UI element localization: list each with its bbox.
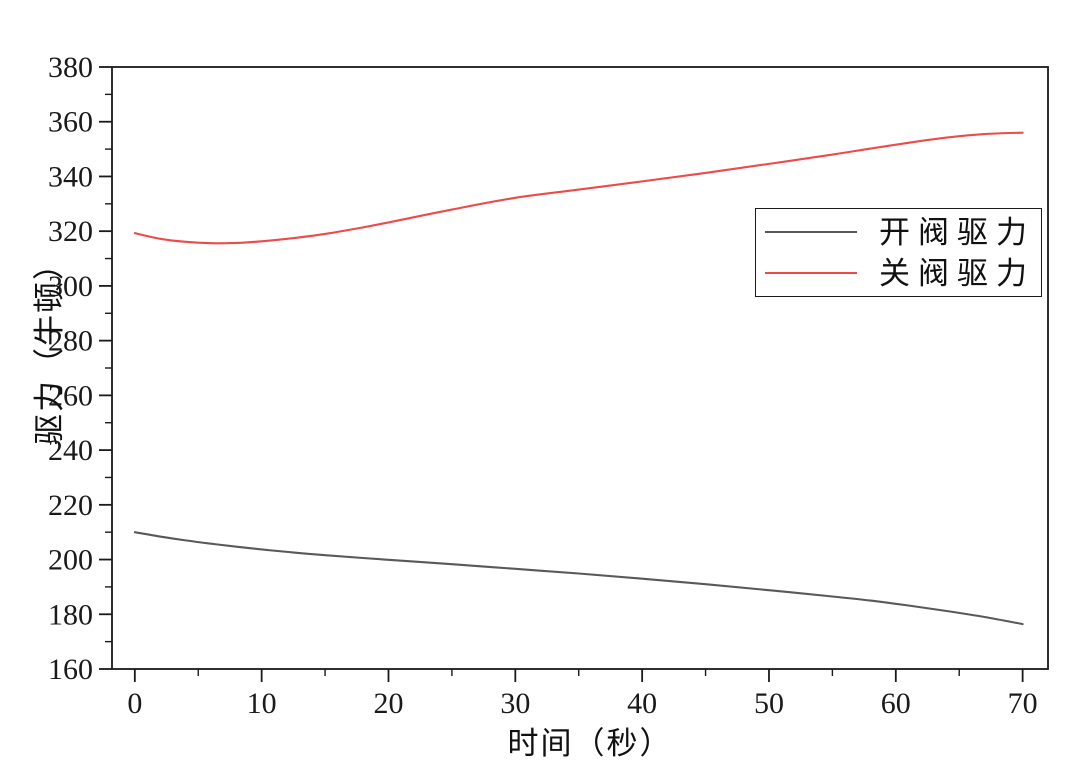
legend-label: 关阀驱力 — [879, 255, 1035, 291]
y-tick-label: 160 — [48, 653, 93, 686]
x-tick-label: 0 — [127, 687, 142, 720]
y-tick-label: 300 — [48, 270, 93, 303]
y-tick-label: 220 — [48, 489, 93, 522]
x-tick-label: 60 — [881, 687, 911, 720]
y-tick-label: 340 — [48, 160, 93, 193]
x-tick-label: 70 — [1008, 687, 1038, 720]
series-curve-0 — [133, 531, 1024, 626]
y-tick-label: 320 — [48, 215, 93, 248]
legend-item-open-valve: 开阀驱力 — [756, 214, 1041, 250]
series-curve-1 — [133, 131, 1024, 245]
y-tick-label: 200 — [48, 544, 93, 577]
y-tick-label: 240 — [48, 434, 93, 467]
legend-line-sample-red — [765, 272, 857, 274]
x-tick-label: 20 — [373, 687, 403, 720]
y-tick-label: 280 — [48, 325, 93, 358]
y-tick-label: 180 — [48, 598, 93, 631]
x-tick-label: 30 — [500, 687, 530, 720]
x-tick-label: 10 — [247, 687, 277, 720]
x-axis-label: 时间（秒） — [507, 726, 673, 761]
legend-box: 开阀驱力 关阀驱力 — [755, 208, 1042, 297]
axes-spines — [111, 66, 1049, 670]
x-tick-label: 40 — [627, 687, 657, 720]
y-tick-label: 360 — [48, 106, 93, 139]
y-tick-label: 380 — [48, 51, 93, 84]
legend-label: 开阀驱力 — [879, 214, 1035, 250]
x-tick-label: 50 — [754, 687, 784, 720]
legend-line-sample-gray — [765, 231, 857, 233]
y-axis-label: 驱力（牛顿） — [32, 247, 67, 445]
y-tick-label: 260 — [48, 379, 93, 412]
legend-item-close-valve: 关阀驱力 — [756, 255, 1041, 291]
